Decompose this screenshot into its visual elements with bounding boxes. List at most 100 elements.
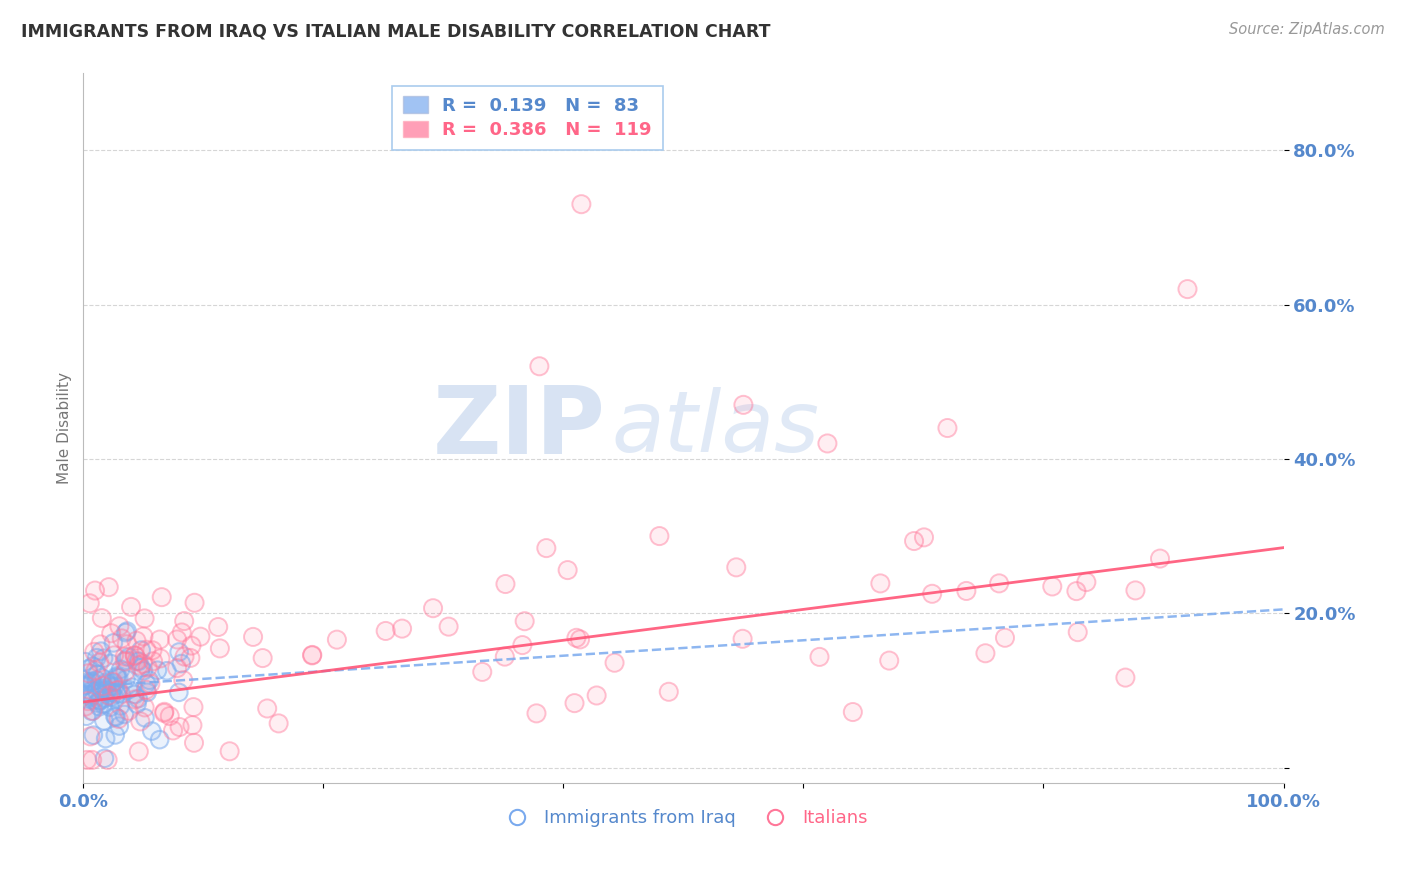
Point	[108, 719, 131, 733]
Point	[166, 632, 188, 647]
Point	[97, 753, 120, 767]
Point	[120, 599, 142, 614]
Point	[90, 611, 112, 625]
Point	[135, 682, 157, 697]
Point	[135, 642, 157, 657]
Point	[125, 654, 148, 668]
Point	[115, 672, 138, 686]
Point	[114, 655, 136, 669]
Point	[301, 648, 323, 663]
Point	[190, 630, 212, 644]
Point	[97, 753, 120, 767]
Point	[72, 680, 94, 694]
Point	[252, 651, 274, 665]
Point	[132, 664, 155, 678]
Point	[179, 651, 201, 665]
Point	[564, 696, 586, 710]
Point	[84, 583, 107, 598]
Point	[912, 530, 935, 544]
Point	[124, 692, 146, 706]
Point	[80, 690, 103, 705]
Point	[107, 671, 129, 685]
Point	[91, 684, 114, 698]
Point	[183, 596, 205, 610]
Point	[921, 587, 943, 601]
Point	[658, 685, 681, 699]
Point	[118, 704, 141, 718]
Point	[82, 693, 104, 707]
Point	[82, 659, 104, 673]
Point	[1149, 551, 1171, 566]
Point	[75, 678, 97, 692]
Point	[82, 728, 104, 742]
Point	[1040, 579, 1063, 593]
Point	[1040, 579, 1063, 593]
Point	[495, 577, 517, 591]
Point	[124, 648, 146, 663]
Point	[557, 563, 579, 577]
Point	[115, 637, 138, 651]
Point	[267, 716, 290, 731]
Point	[79, 684, 101, 698]
Point	[80, 688, 103, 702]
Point	[104, 710, 127, 724]
Point	[89, 656, 111, 670]
Point	[731, 632, 754, 646]
Point	[128, 658, 150, 673]
Point	[208, 641, 231, 656]
Point	[256, 701, 278, 715]
Point	[86, 667, 108, 681]
Point	[139, 676, 162, 690]
Point	[76, 694, 98, 708]
Point	[149, 732, 172, 747]
Point	[471, 665, 494, 679]
Point	[437, 619, 460, 633]
Point	[173, 649, 195, 664]
Point	[105, 687, 128, 701]
Point	[564, 696, 586, 710]
Point	[170, 625, 193, 640]
Point	[100, 626, 122, 640]
Text: Source: ZipAtlas.com: Source: ZipAtlas.com	[1229, 22, 1385, 37]
Point	[391, 622, 413, 636]
Point	[134, 711, 156, 725]
Point	[141, 643, 163, 657]
Point	[242, 630, 264, 644]
Point	[218, 744, 240, 758]
Point	[91, 698, 114, 712]
Point	[79, 684, 101, 698]
Point	[76, 694, 98, 708]
Point	[512, 638, 534, 652]
Point	[76, 675, 98, 690]
Point	[80, 690, 103, 705]
Point	[557, 563, 579, 577]
Point	[96, 676, 118, 690]
Point	[96, 675, 118, 690]
Point	[96, 676, 118, 690]
Point	[93, 751, 115, 765]
Point	[936, 421, 959, 435]
Point	[100, 690, 122, 704]
Point	[374, 624, 396, 638]
Point	[103, 680, 125, 694]
Point	[569, 197, 592, 211]
Point	[808, 649, 831, 664]
Point	[82, 728, 104, 742]
Point	[136, 685, 159, 699]
Point	[112, 707, 135, 722]
Point	[153, 706, 176, 720]
Point	[107, 712, 129, 726]
Point	[141, 724, 163, 739]
Point	[80, 675, 103, 690]
Point	[172, 673, 194, 688]
Point	[159, 709, 181, 723]
Point	[1177, 282, 1199, 296]
Point	[603, 656, 626, 670]
Point	[75, 655, 97, 669]
Point	[108, 719, 131, 733]
Point	[190, 630, 212, 644]
Point	[167, 645, 190, 659]
Point	[437, 619, 460, 633]
Point	[955, 584, 977, 599]
Point	[75, 699, 97, 714]
